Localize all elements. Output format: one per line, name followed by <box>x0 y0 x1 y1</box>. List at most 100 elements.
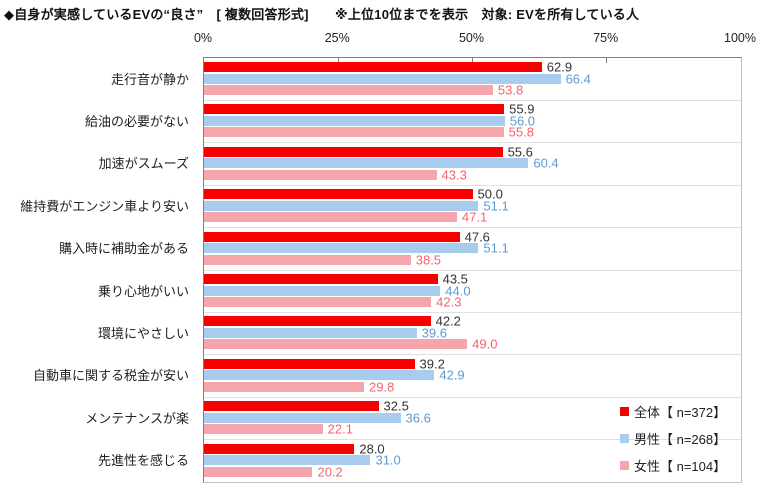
value-label: 51.1 <box>483 240 509 256</box>
group-separator-line <box>204 396 741 398</box>
category-axis: 走行音が静か給油の必要がない加速がスムーズ維持費がエンジン車より安い購入時に補助… <box>0 57 196 481</box>
bar-zentai <box>204 401 379 412</box>
bar-zentai <box>204 231 460 242</box>
x-tick-label: 0% <box>193 31 213 45</box>
x-tick-label: 25% <box>324 31 350 45</box>
value-label: 39.2 <box>419 356 445 372</box>
value-label: 44.0 <box>445 283 471 298</box>
legend-item: 男性【 n=268】 <box>620 425 726 452</box>
plot-area: 62.9 66.4 53.8 55.9 56.0 55.8 55.6 60.4 43.3 50.0… <box>203 57 742 483</box>
value-label: 62.9 <box>546 59 573 75</box>
value-label: 31.0 <box>375 452 401 468</box>
bar-josei <box>204 297 432 307</box>
group-separator-line <box>204 311 741 313</box>
bar-dansei <box>204 158 529 169</box>
group-separator-line <box>204 142 741 144</box>
value-label: 55.9 <box>509 101 535 117</box>
value-label: 43.3 <box>441 167 467 183</box>
bar-josei <box>204 254 411 265</box>
value-label: 53.8 <box>497 82 524 98</box>
bar-dansei <box>204 327 417 338</box>
bar-josei <box>204 127 504 138</box>
value-label: 32.5 <box>383 398 409 414</box>
value-label: 66.4 <box>565 71 591 86</box>
bar-zentai <box>204 316 431 327</box>
value-label: 39.6 <box>421 325 447 341</box>
bar-josei <box>204 381 365 392</box>
category-label: 走行音が静か <box>110 71 189 87</box>
category-label: 乗り心地がいい <box>97 283 189 299</box>
legend-swatch-icon <box>620 434 629 443</box>
category-label: 環境にやさしい <box>97 326 189 342</box>
value-label: 29.8 <box>369 379 395 395</box>
legend-label: 男性【 n=268】 <box>634 432 727 447</box>
axis-tick-mark <box>472 58 473 63</box>
bar-dansei <box>204 243 479 254</box>
value-label: 38.5 <box>415 252 442 268</box>
group-separator-line <box>204 227 741 229</box>
category-label: 給油の必要がない <box>84 114 189 130</box>
bar-zentai <box>204 104 505 115</box>
category-label: メンテナンスが楽 <box>85 410 189 426</box>
value-label: 60.4 <box>533 155 559 171</box>
bar-dansei <box>204 412 401 423</box>
category-label: 自動車に関する税金が安い <box>32 368 189 384</box>
value-label: 51.1 <box>483 198 509 214</box>
bar-dansei <box>204 455 371 466</box>
bar-zentai <box>204 189 473 200</box>
legend-item: 女性【 n=104】 <box>620 452 726 479</box>
legend-swatch-icon <box>620 461 629 470</box>
bar-josei <box>204 424 323 435</box>
x-axis-labels: 0% 25% 50% 75% 100% <box>194 31 756 47</box>
value-label: 22.1 <box>327 421 353 437</box>
bar-josei <box>204 339 468 350</box>
x-tick-label: 100% <box>724 31 756 45</box>
value-label: 36.6 <box>405 410 431 426</box>
bar-josei <box>204 466 313 477</box>
bar-dansei <box>204 115 505 126</box>
group-separator-line <box>204 99 741 101</box>
category-label: 購入時に補助金がある <box>58 241 189 257</box>
legend-swatch-icon <box>620 407 629 416</box>
bar-zentai <box>204 358 415 369</box>
bar-josei <box>204 169 437 180</box>
legend-label: 全体【 n=372】 <box>634 405 727 420</box>
bar-dansei <box>204 73 561 84</box>
value-label: 50.0 <box>477 186 503 202</box>
legend: 全体【 n=372】 男性【 n=268】女性【 n=104】 <box>620 398 726 479</box>
value-label: 43.5 <box>442 271 468 287</box>
axis-tick-mark <box>606 58 608 63</box>
x-tick-label: 75% <box>593 31 619 45</box>
bar-zentai <box>204 274 438 284</box>
value-label: 47.1 <box>461 209 488 225</box>
group-separator-line <box>204 269 741 271</box>
value-label: 28.0 <box>359 441 385 457</box>
chart-title: ◆自身が実感しているEVの“良さ” [ 複数回答形式] ※上位10位までを表示 … <box>4 7 640 22</box>
bar-dansei <box>204 370 435 381</box>
value-label: 20.2 <box>317 464 343 480</box>
bar-zentai <box>204 146 503 157</box>
bar-josei <box>204 212 457 223</box>
group-separator-line <box>204 354 741 356</box>
bar-zentai <box>204 443 355 454</box>
bar-zentai <box>204 62 542 72</box>
value-label: 42.2 <box>435 313 461 329</box>
value-label: 49.0 <box>472 336 498 352</box>
bar-josei <box>204 85 493 95</box>
value-label: 42.3 <box>436 294 462 310</box>
value-label: 55.6 <box>507 144 533 160</box>
x-tick-label: 50% <box>458 31 485 45</box>
axis-tick-mark <box>337 58 339 63</box>
bar-dansei <box>204 200 479 211</box>
group-separator-line <box>204 439 741 441</box>
category-label: 先進性を感じる <box>97 453 189 469</box>
value-label: 47.6 <box>464 229 490 245</box>
value-label: 55.8 <box>508 124 534 140</box>
value-label: 56.0 <box>509 113 536 129</box>
group-separator-line <box>204 184 741 186</box>
bar-dansei <box>204 285 441 296</box>
category-label: 維持費がエンジン車より安い <box>20 198 189 214</box>
value-label: 42.9 <box>439 367 465 383</box>
category-label: 加速がスムーズ <box>98 156 189 172</box>
